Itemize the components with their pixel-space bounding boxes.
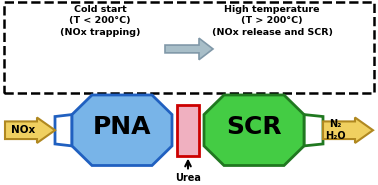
- Text: NOx: NOx: [11, 125, 35, 135]
- Bar: [4, 2, 374, 93]
- Text: PNA: PNA: [93, 115, 151, 139]
- Polygon shape: [165, 38, 213, 60]
- Text: Cold start
(T < 200°C)
(NOx trapping): Cold start (T < 200°C) (NOx trapping): [60, 5, 140, 37]
- Polygon shape: [323, 117, 373, 143]
- Text: Urea: Urea: [175, 173, 201, 183]
- Text: SCR: SCR: [226, 115, 282, 139]
- Text: N₂
H₂O: N₂ H₂O: [325, 120, 345, 141]
- Polygon shape: [5, 117, 55, 143]
- Polygon shape: [72, 95, 172, 166]
- Bar: [177, 105, 199, 156]
- Polygon shape: [204, 95, 304, 166]
- Polygon shape: [55, 115, 72, 146]
- Text: High temperature
(T > 200°C)
(NOx release and SCR): High temperature (T > 200°C) (NOx releas…: [212, 5, 333, 37]
- Polygon shape: [304, 115, 323, 146]
